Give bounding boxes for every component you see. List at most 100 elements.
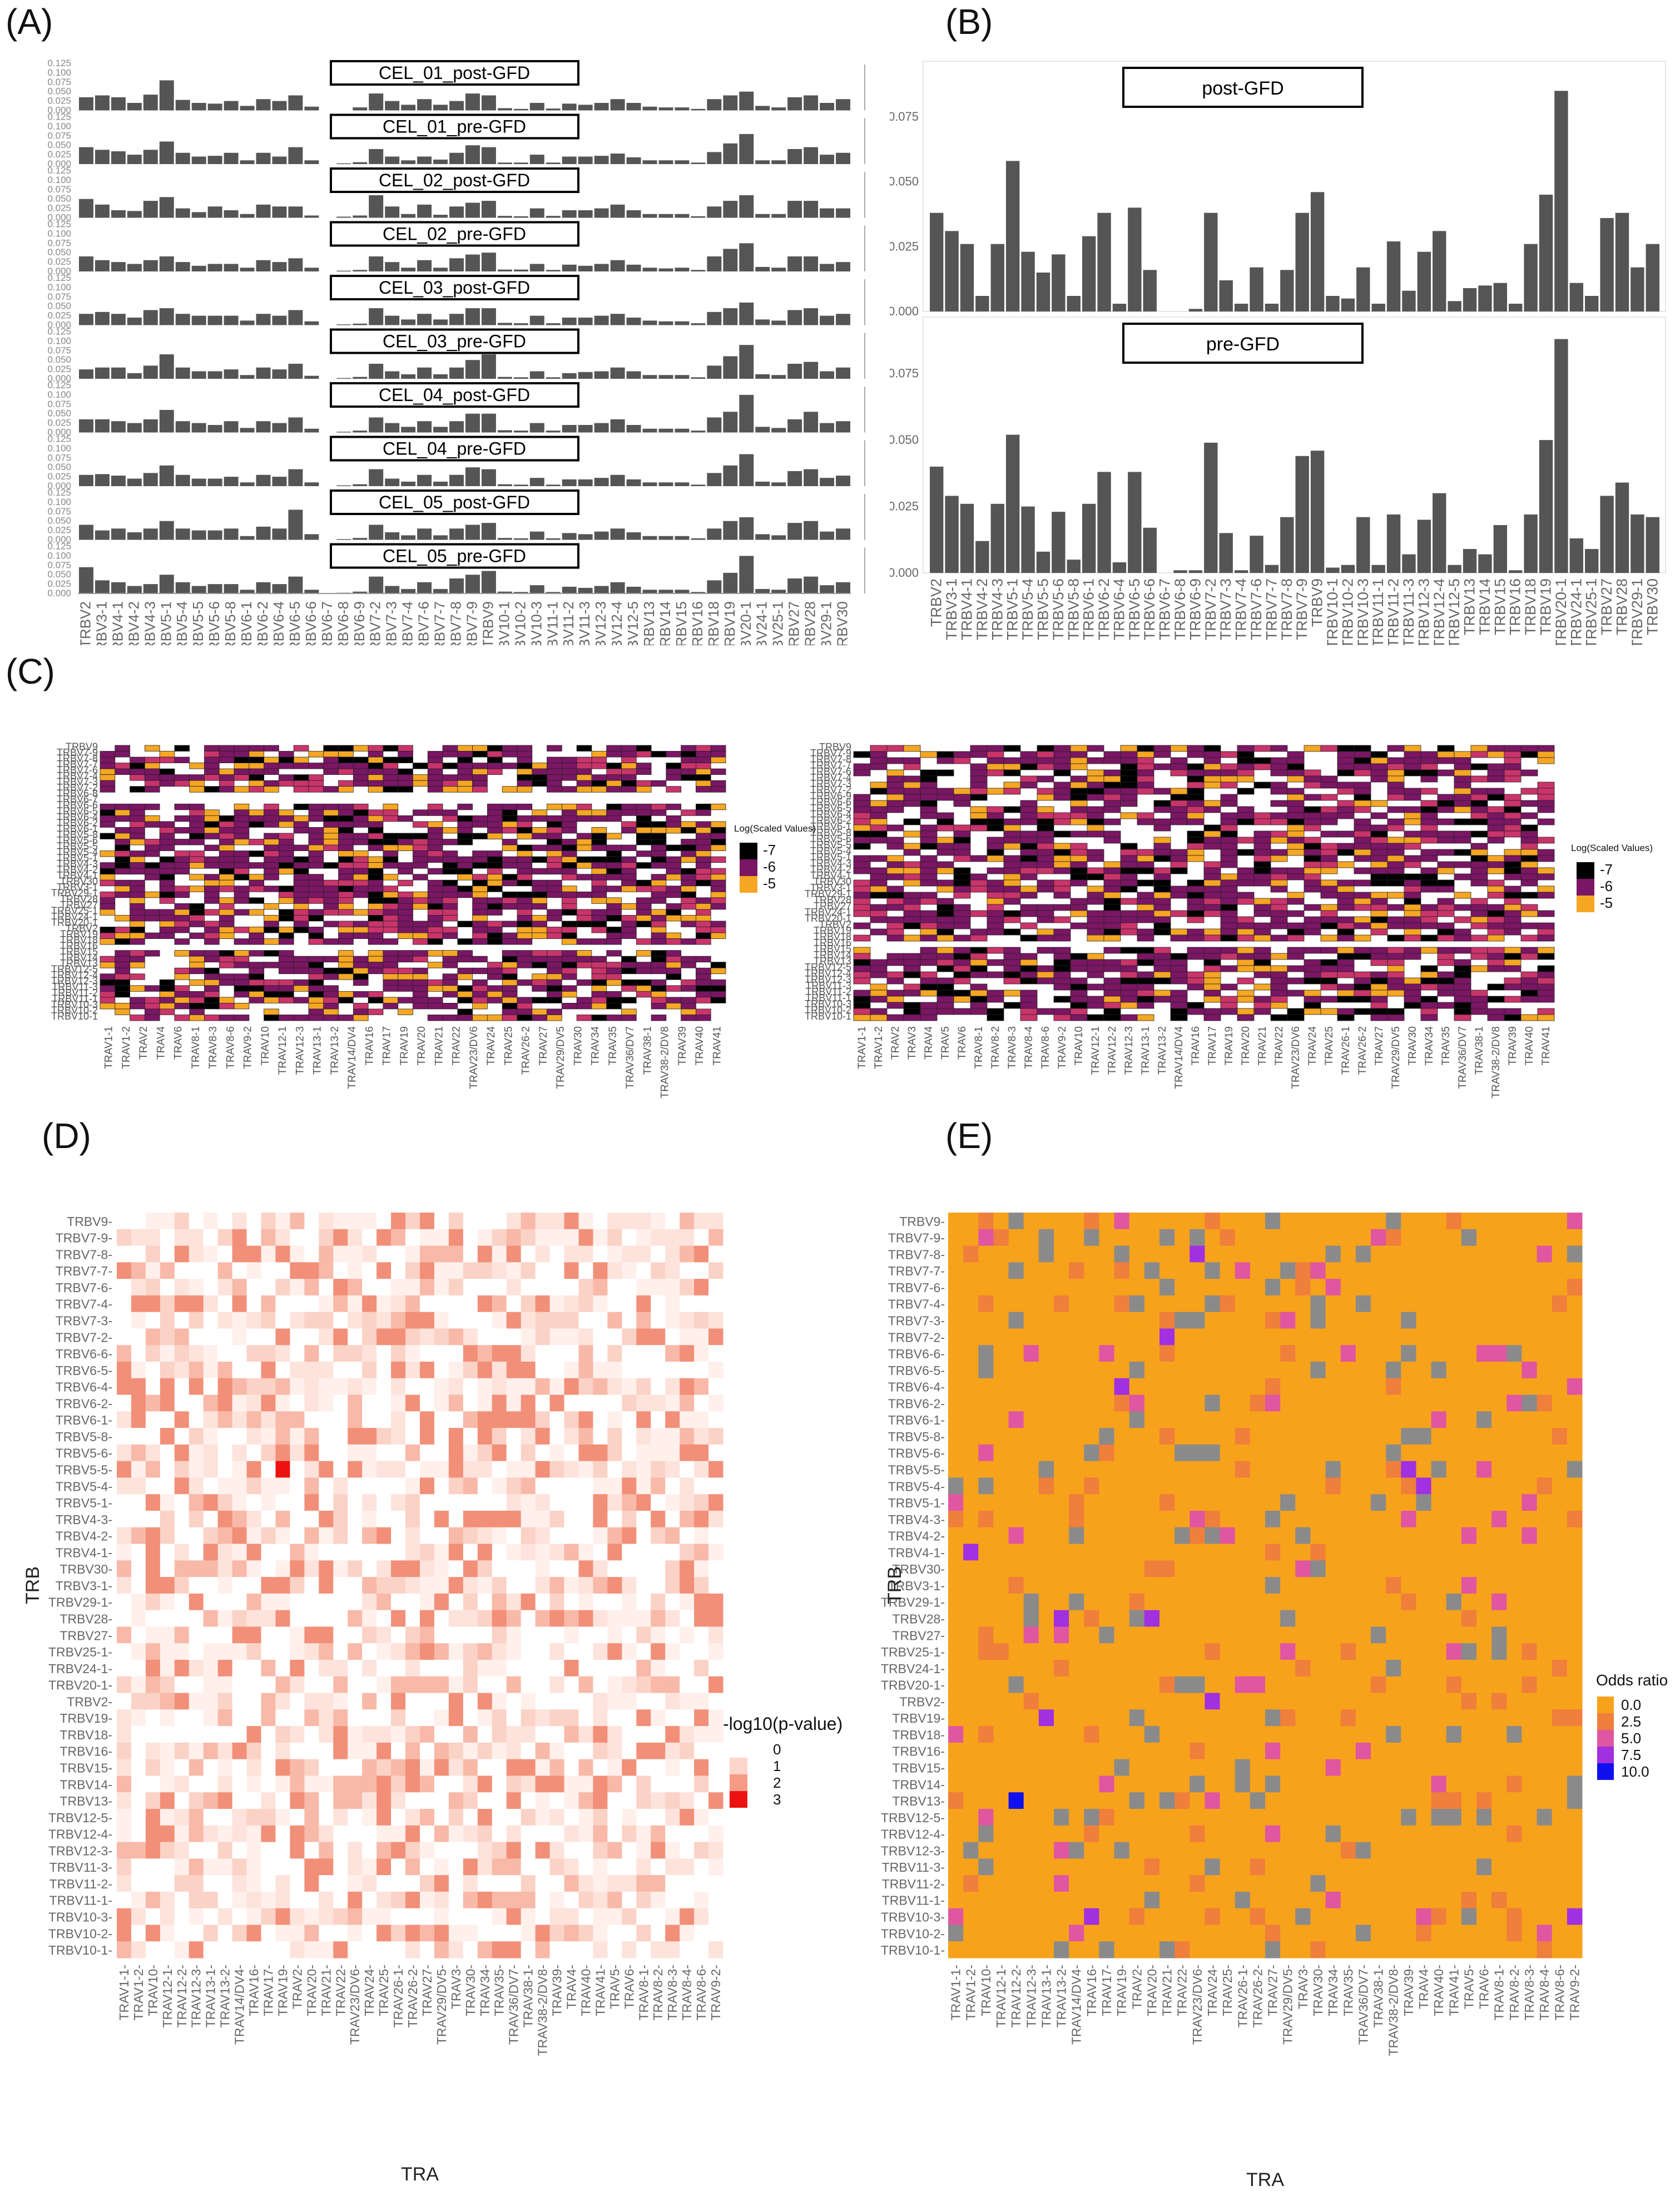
b-xtick: TRBV16: [1507, 578, 1524, 635]
d-cell: [564, 1378, 579, 1396]
b-bar: [1204, 212, 1218, 311]
c-left-cell: [636, 886, 652, 892]
d-cell: [117, 1626, 132, 1644]
d-cell: [564, 1593, 579, 1611]
c-left-cell: [368, 827, 384, 834]
d-cell: [622, 1610, 637, 1627]
d-cell: [506, 1709, 522, 1727]
c-right-cell: [1003, 873, 1021, 881]
c-right-cell: [1387, 818, 1405, 825]
d-cell: [391, 1693, 406, 1710]
c-left-cell: [368, 844, 384, 851]
c-left-cell: [472, 921, 488, 927]
c-right-cell: [1520, 861, 1538, 868]
c-left-cell: [532, 927, 547, 933]
c-left-cell: [651, 950, 667, 957]
c-right-cell: [1420, 977, 1438, 985]
d-cell: [492, 1345, 507, 1362]
c-right-cell: [936, 965, 954, 972]
a-bar: [546, 431, 561, 433]
c-right-cell: [1037, 965, 1054, 972]
c-left-cell: [576, 780, 592, 787]
c-right-cell: [886, 837, 904, 844]
c-right-cell: [1287, 867, 1305, 874]
d-cell: [117, 1477, 132, 1495]
c-right-cell: [953, 830, 971, 838]
c-right-cell: [1137, 977, 1154, 985]
c-right-cell: [1370, 763, 1388, 770]
a-bar: [159, 575, 174, 594]
c-right-cell: [1304, 769, 1321, 777]
c-right-cell: [1053, 1008, 1071, 1015]
a-bar: [610, 419, 625, 433]
a-bar: [836, 262, 850, 271]
c-left-cell: [398, 909, 413, 916]
c-left-col-label: TRAV6: [173, 1026, 185, 1060]
a-bar: [369, 525, 384, 540]
a-bar: [433, 319, 448, 325]
d-cell: [275, 1279, 290, 1296]
d-cell: [680, 1328, 695, 1346]
c-left-cell: [547, 956, 562, 963]
d-cell: [535, 1362, 551, 1379]
c-right-col-label: TRAV38-1: [1474, 1026, 1485, 1075]
c-left-cell: [517, 909, 533, 916]
a-bar: [562, 103, 577, 111]
a-bar: [691, 162, 706, 164]
c-left-cell: [159, 833, 175, 839]
c-left-cell: [502, 839, 518, 845]
d-cell: [275, 1577, 290, 1594]
c-left-cell: [264, 938, 279, 945]
c-right-cell: [1220, 1008, 1238, 1015]
d-cell: [636, 1279, 651, 1296]
c-left-cell: [234, 745, 250, 751]
c-left-row-label: TRBV16: [60, 941, 98, 952]
c-left-cell: [338, 886, 354, 892]
c-left-cell: [547, 962, 562, 968]
d-cell: [506, 1411, 522, 1428]
c-right-cell: [1487, 934, 1505, 942]
c-right-cell: [1220, 769, 1238, 777]
b-xtick: TRBV6-6: [1141, 578, 1158, 640]
d-cell: [535, 1279, 551, 1296]
d-cell: [145, 1345, 161, 1362]
a-bar: [546, 162, 561, 164]
c-left-cell: [264, 809, 279, 816]
d-cell: [117, 1245, 132, 1263]
d-cell: [708, 1560, 723, 1577]
c-left-cell: [710, 985, 726, 992]
d-cell: [651, 1362, 666, 1379]
a-bar: [787, 419, 802, 433]
c-right-row-label: TRBV24-1: [805, 907, 851, 918]
c-right-cell: [1020, 910, 1038, 917]
c-right-cell: [1103, 965, 1121, 972]
d-cell: [434, 1610, 449, 1627]
c-right-cell: [1504, 769, 1522, 777]
c-right-cell: [920, 959, 938, 966]
d-cell: [593, 1643, 608, 1660]
c-left-cell: [457, 886, 473, 892]
c-right-cell: [1253, 983, 1271, 991]
c-right-row-label: TRBV4-1: [810, 870, 851, 881]
c-left-cell: [621, 763, 637, 769]
c-left-cell: [383, 891, 399, 898]
a-ytick: 0.125: [47, 273, 71, 283]
d-cell: [506, 1229, 522, 1247]
c-right-cell: [920, 837, 938, 844]
a-bar: [175, 474, 190, 486]
a-xtick: TRBV7-6: [415, 601, 432, 645]
c-right-cell: [1304, 886, 1321, 893]
a-bar: [562, 317, 577, 325]
a-title-box: [330, 436, 579, 462]
c-left-cell: [651, 827, 667, 834]
c-right-cell: [1537, 806, 1555, 813]
c-left-cell: [293, 868, 309, 875]
c-right-cell: [1387, 855, 1405, 862]
c-right-cell: [1203, 934, 1221, 942]
d-cell: [434, 1213, 449, 1230]
a-bar: [272, 528, 287, 540]
c-left-cell: [308, 786, 324, 793]
c-right-col-label: TRAV9-2: [1057, 1026, 1068, 1069]
a-bar: [401, 214, 416, 218]
c-right-cell: [1203, 873, 1221, 881]
